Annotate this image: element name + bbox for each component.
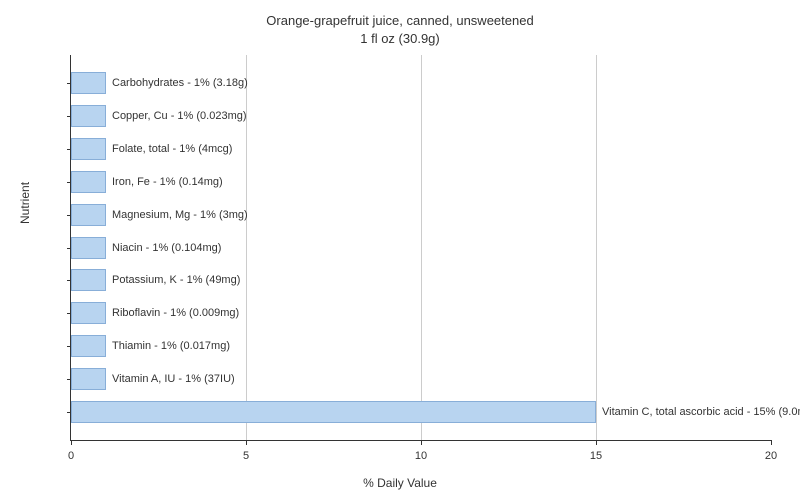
bar-label: Vitamin A, IU - 1% (37IU) (106, 373, 235, 385)
bar (71, 237, 106, 259)
title-line-1: Orange-grapefruit juice, canned, unsweet… (266, 13, 533, 28)
x-tick (421, 440, 422, 445)
x-tick-label: 15 (590, 450, 602, 462)
bar-label: Copper, Cu - 1% (0.023mg) (106, 110, 247, 122)
bar-label: Magnesium, Mg - 1% (3mg) (106, 209, 248, 221)
bar-label: Niacin - 1% (0.104mg) (106, 242, 221, 254)
bar-row: Copper, Cu - 1% (0.023mg) (71, 105, 247, 127)
bar-row: Carbohydrates - 1% (3.18g) (71, 72, 248, 94)
bar (71, 269, 106, 291)
bar (71, 138, 106, 160)
bar-row: Folate, total - 1% (4mcg) (71, 138, 232, 160)
plot-area: 05101520Carbohydrates - 1% (3.18g)Copper… (70, 55, 771, 441)
x-tick (771, 440, 772, 445)
bar-row: Vitamin A, IU - 1% (37IU) (71, 368, 235, 390)
bar (71, 401, 596, 423)
bar (71, 335, 106, 357)
nutrient-chart: Orange-grapefruit juice, canned, unsweet… (0, 0, 800, 500)
x-tick (246, 440, 247, 445)
bar-row: Iron, Fe - 1% (0.14mg) (71, 171, 223, 193)
bar-row: Thiamin - 1% (0.017mg) (71, 335, 230, 357)
bar-label: Iron, Fe - 1% (0.14mg) (106, 176, 223, 188)
bar (71, 204, 106, 226)
bar (71, 72, 106, 94)
bar-row: Niacin - 1% (0.104mg) (71, 237, 221, 259)
gridline (421, 55, 422, 440)
x-tick (71, 440, 72, 445)
bar-row: Vitamin C, total ascorbic acid - 15% (9.… (71, 401, 800, 423)
bar-row: Riboflavin - 1% (0.009mg) (71, 302, 239, 324)
bar-label: Thiamin - 1% (0.017mg) (106, 340, 230, 352)
title-line-2: 1 fl oz (30.9g) (360, 31, 440, 46)
bar-label: Potassium, K - 1% (49mg) (106, 274, 240, 286)
bar-row: Potassium, K - 1% (49mg) (71, 269, 240, 291)
bar-label: Riboflavin - 1% (0.009mg) (106, 307, 239, 319)
bar (71, 368, 106, 390)
x-tick-label: 20 (765, 450, 777, 462)
x-tick (596, 440, 597, 445)
bar (71, 302, 106, 324)
x-tick-label: 0 (68, 450, 74, 462)
x-tick-label: 10 (415, 450, 427, 462)
gridline (596, 55, 597, 440)
bar (71, 171, 106, 193)
bar-label: Vitamin C, total ascorbic acid - 15% (9.… (596, 406, 800, 418)
chart-title: Orange-grapefruit juice, canned, unsweet… (0, 0, 800, 48)
bar-label: Carbohydrates - 1% (3.18g) (106, 77, 248, 89)
bar-label: Folate, total - 1% (4mcg) (106, 143, 232, 155)
x-axis-label: % Daily Value (363, 476, 437, 490)
y-axis-label: Nutrient (18, 182, 32, 224)
bar (71, 105, 106, 127)
x-tick-label: 5 (243, 450, 249, 462)
bar-row: Magnesium, Mg - 1% (3mg) (71, 204, 248, 226)
